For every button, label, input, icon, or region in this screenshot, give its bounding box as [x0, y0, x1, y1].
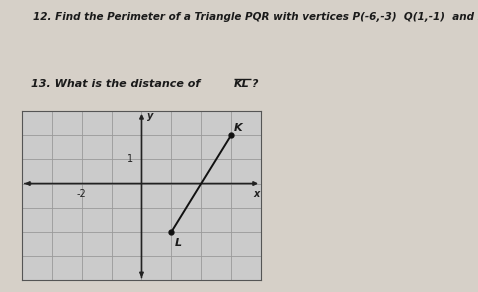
Text: ?: ? — [251, 79, 258, 89]
Text: -2: -2 — [77, 190, 87, 199]
Text: 12. Find the Perimeter of a Triangle PQR with vertices P(-6,-3)  Q(1,-1)  and R(: 12. Find the Perimeter of a Triangle PQR… — [33, 12, 478, 22]
Text: 13. What is the distance of: 13. What is the distance of — [31, 79, 204, 89]
Text: y: y — [147, 111, 153, 121]
Text: 1: 1 — [127, 154, 132, 164]
Text: K: K — [234, 123, 243, 133]
Text: L: L — [174, 238, 182, 248]
Text: x: x — [253, 190, 260, 199]
Text: KL: KL — [234, 79, 250, 89]
